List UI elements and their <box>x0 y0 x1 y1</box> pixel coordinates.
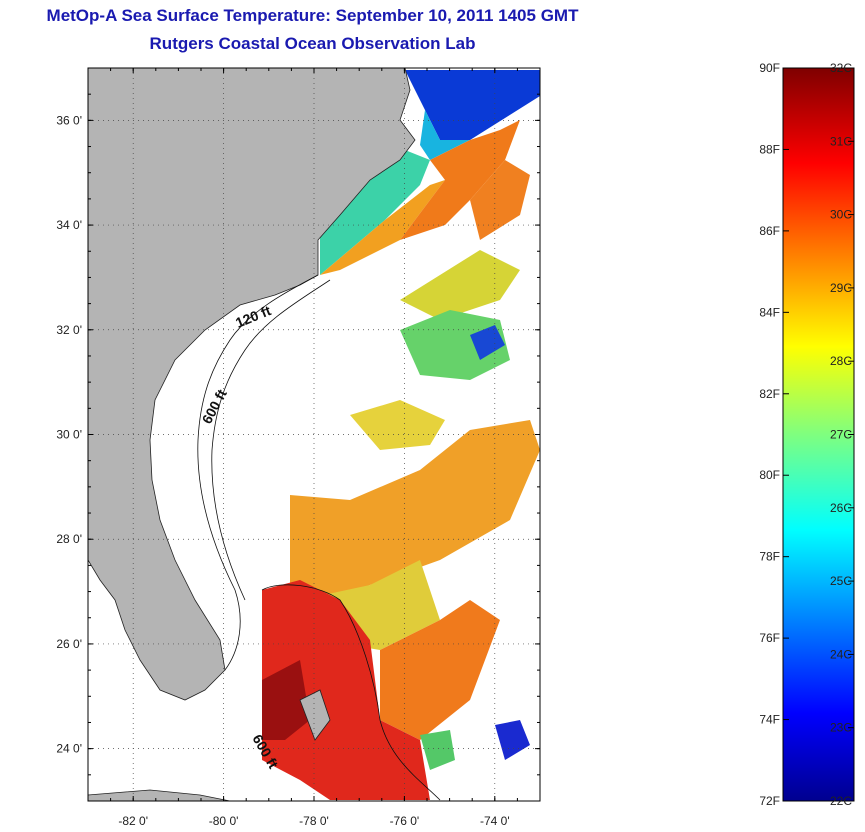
sst-patch-green-se <box>420 730 455 770</box>
lat-tick-label: 28 0' <box>56 532 82 546</box>
sst-patch-gulfstream <box>400 120 520 240</box>
sst-patch-darkred <box>262 660 310 740</box>
lat-tick-label: 36 0' <box>56 113 82 127</box>
lat-tick-label: 32 0' <box>56 323 82 337</box>
sst-patch-shelf-green <box>320 150 430 275</box>
lon-tick-label: -80 0' <box>209 814 239 828</box>
colorbar-f-label: 72F <box>759 794 780 808</box>
sst-patch-blue-mid <box>470 325 505 360</box>
land-bahamas-andros <box>299 689 331 741</box>
colorbar-c-label: 28C <box>830 354 852 368</box>
colorbar-c-label: 27C <box>830 428 852 442</box>
lat-tick-label: 30 0' <box>56 428 82 442</box>
colorbar-f-label: 82F <box>759 387 780 401</box>
colorbar-c-label: 23C <box>830 721 852 735</box>
colorbar-f-label: 90F <box>759 61 780 75</box>
colorbar-f-label: 74F <box>759 713 780 727</box>
sst-patch-green-mid <box>400 310 510 380</box>
contour-600ft <box>211 279 331 601</box>
lat-tick-label: 34 0' <box>56 218 82 232</box>
colorbar-fahrenheit-axis: 90F 88F 86F 84F 82F 80F 78F 76F 74F 72F <box>759 61 789 808</box>
sst-patch-orange-band <box>290 420 540 600</box>
colorbar-c-label: 25C <box>830 574 852 588</box>
colorbar-f-label: 84F <box>759 305 780 319</box>
lon-tick-label: -82 0' <box>118 814 148 828</box>
map-subtitle: Rutgers Coastal Ocean Observation Lab <box>149 34 476 53</box>
sst-patch-cold-north <box>405 70 540 140</box>
contour-bahamas-outline <box>261 584 441 801</box>
land-north-carolina <box>88 68 416 701</box>
colorbar-c-label: 30C <box>830 208 852 222</box>
map-title: MetOp-A Sea Surface Temperature: Septemb… <box>46 6 579 25</box>
land-cuba <box>88 789 231 801</box>
sst-data-layer <box>262 70 540 800</box>
lat-tick-label: 24 0' <box>56 742 82 756</box>
lon-tick-label: -74 0' <box>480 814 510 828</box>
sst-patch-yellow-center <box>350 400 445 450</box>
sst-patch-warm-ne <box>470 160 530 240</box>
sst-patch-cold-se <box>495 720 530 760</box>
contour-120ft <box>197 274 319 671</box>
sst-patch-red-bahamas <box>262 580 430 800</box>
lon-tick-label: -76 0' <box>390 814 420 828</box>
colorbar-c-label: 29C <box>830 281 852 295</box>
colorbar-c-label: 31C <box>830 134 852 148</box>
depth-contours <box>197 274 441 801</box>
lon-axis: -82 0' -80 0' -78 0' -76 0' -74 0' <box>87 68 541 828</box>
sst-patch-orange-south <box>380 600 500 740</box>
lon-tick-label: -78 0' <box>299 814 329 828</box>
sst-patch-shelf-front <box>320 180 445 275</box>
colorbar-celsius-axis: 32C 31C 30C 29C 28C 27C 26C 25C 24C 23C 22C <box>830 61 854 808</box>
land-layer <box>88 68 416 801</box>
colorbar-c-label: 26C <box>830 501 852 515</box>
lat-axis: 36 0' 34 0' 32 0' 30 0' 28 0' 26 0' 24 0' <box>56 67 540 802</box>
gridlines <box>88 68 540 801</box>
colorbar-f-label: 88F <box>759 142 780 156</box>
colorbar-f-label: 86F <box>759 224 780 238</box>
colorbar-c-label: 22C <box>830 794 852 808</box>
colorbar-gradient <box>782 67 855 802</box>
colorbar-c-label: 32C <box>830 61 852 75</box>
sst-patch-yellow-mid <box>400 250 520 320</box>
lat-tick-label: 26 0' <box>56 637 82 651</box>
sst-patch-cyan-north <box>420 110 470 160</box>
colorbar-f-label: 78F <box>759 550 780 564</box>
colorbar-f-label: 80F <box>759 468 780 482</box>
colorbar-c-label: 24C <box>830 647 852 661</box>
colorbar-f-label: 76F <box>759 631 780 645</box>
